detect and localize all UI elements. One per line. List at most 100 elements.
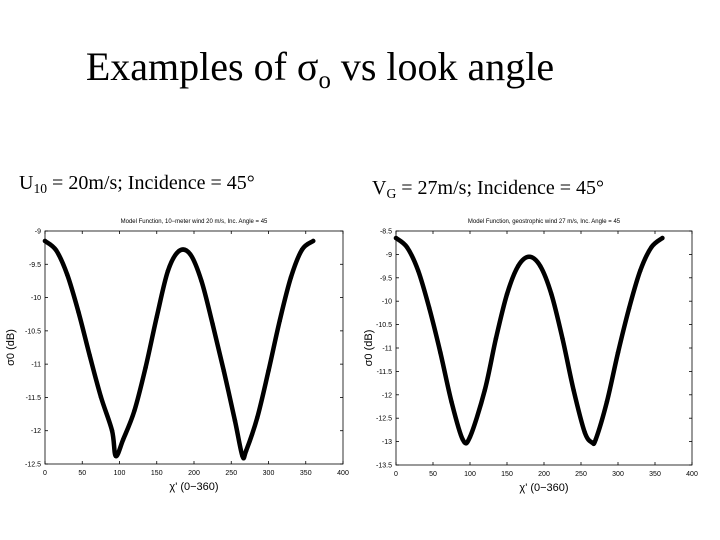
data-point [493, 336, 499, 341]
x-tick-label: 0 [394, 471, 398, 478]
y-tick-label: -11.5 [377, 369, 393, 376]
y-tick-label: -10 [31, 295, 41, 302]
data-point [416, 268, 421, 273]
chart-left: Model Function, 10−meter wind 20 m/s, In… [5, 219, 349, 493]
data-point [243, 448, 249, 453]
data-point [660, 235, 665, 241]
data-point [42, 238, 48, 244]
data-point [582, 430, 587, 435]
data-point [240, 453, 245, 459]
data-point [549, 291, 554, 297]
data-point [165, 268, 171, 274]
data-point [176, 248, 182, 254]
data-point [504, 291, 510, 297]
y-tick-label: -9.5 [29, 262, 41, 269]
data-point [132, 408, 137, 413]
x-tick-label: 350 [300, 470, 312, 477]
data-point [87, 353, 92, 358]
x-axis-label: χ' (0−360) [169, 481, 218, 493]
data-point [482, 387, 487, 393]
sigma-subscript: o [318, 66, 331, 94]
x-tick-label: 200 [188, 470, 200, 477]
data-point [593, 437, 598, 442]
data-point [467, 434, 473, 440]
data-point [404, 245, 410, 250]
y-tick-label: -9.5 [380, 275, 392, 282]
y-tick-label: -12 [31, 428, 41, 435]
y-tick-label: -8.5 [380, 229, 392, 236]
x-tick-label: 250 [575, 471, 587, 478]
data-point [560, 336, 565, 341]
data-point [615, 350, 621, 355]
chart-right: Model Function, geostrophic wind 27 m/s,… [363, 219, 698, 494]
y-tick-label: -11 [382, 346, 392, 353]
x-tick-label: 50 [429, 471, 437, 478]
data-point [438, 350, 443, 355]
y-axis-label: σ0 (dB) [5, 329, 17, 366]
x-tick-label: 100 [464, 471, 476, 478]
data-point [188, 252, 193, 257]
data-point [638, 268, 643, 273]
data-point [121, 437, 126, 442]
y-tick-label: -12 [382, 392, 392, 399]
y-tick-label: -13 [382, 439, 392, 446]
x-tick-label: 0 [43, 470, 47, 477]
y-tick-label: -10.5 [25, 328, 41, 335]
x-tick-label: 100 [114, 470, 126, 477]
data-point [109, 428, 115, 433]
sigma-symbol: σ [296, 44, 319, 89]
y-tick-label: -12.5 [25, 462, 41, 469]
y-tick-label: -9 [35, 229, 41, 236]
x-tick-label: 50 [78, 470, 86, 477]
series-line [393, 235, 665, 447]
y-tick-label: -11 [31, 362, 41, 369]
data-point [277, 318, 282, 324]
x-tick-label: 300 [263, 470, 275, 477]
x-tick-label: 350 [649, 471, 661, 478]
data-point [199, 278, 204, 284]
data-point [98, 394, 104, 399]
data-point [210, 322, 215, 327]
data-point [299, 247, 305, 252]
data-point [154, 314, 159, 320]
data-point [76, 310, 81, 315]
data-point [113, 453, 118, 459]
y-tick-label: -9 [386, 252, 392, 259]
data-point [449, 399, 454, 405]
data-point [589, 440, 595, 445]
y-tick-label: -11.5 [26, 395, 42, 402]
series-line [42, 238, 316, 461]
caption-right: VG = 27m/s; Incidence = 45° [372, 177, 605, 201]
chart-title: Model Function, 10−meter wind 20 m/s, In… [121, 219, 268, 225]
x-tick-label: 300 [612, 471, 624, 478]
y-tick-label: -12.5 [376, 416, 392, 423]
data-point [65, 272, 70, 278]
data-point [538, 263, 543, 269]
data-point [427, 306, 432, 311]
slide-title: Examples of σo vs look angle [85, 44, 555, 94]
data-point [255, 415, 260, 420]
data-point [53, 248, 59, 253]
data-point [527, 254, 532, 259]
data-point [649, 245, 654, 250]
data-point [571, 387, 576, 393]
data-point [393, 235, 399, 241]
data-point [221, 368, 226, 373]
x-tick-label: 150 [501, 471, 513, 478]
chart-title: Model Function, geostrophic wind 27 m/s,… [468, 219, 621, 225]
x-tick-label: 400 [686, 471, 698, 478]
y-tick-label: -10.5 [376, 322, 392, 329]
data-point [232, 418, 238, 423]
x-axis-label: χ' (0−360) [519, 482, 568, 494]
x-tick-label: 200 [538, 471, 550, 478]
data-point [266, 368, 271, 373]
x-tick-label: 400 [337, 470, 349, 477]
x-tick-label: 150 [151, 470, 163, 477]
data-point [143, 365, 148, 370]
data-point [288, 275, 294, 280]
x-tick-label: 250 [225, 470, 237, 477]
caption-left: U10 = 20m/s; Incidence = 45° [19, 172, 255, 196]
data-point [626, 306, 632, 311]
y-axis-label: σ0 (dB) [363, 330, 375, 367]
data-point [515, 263, 521, 269]
